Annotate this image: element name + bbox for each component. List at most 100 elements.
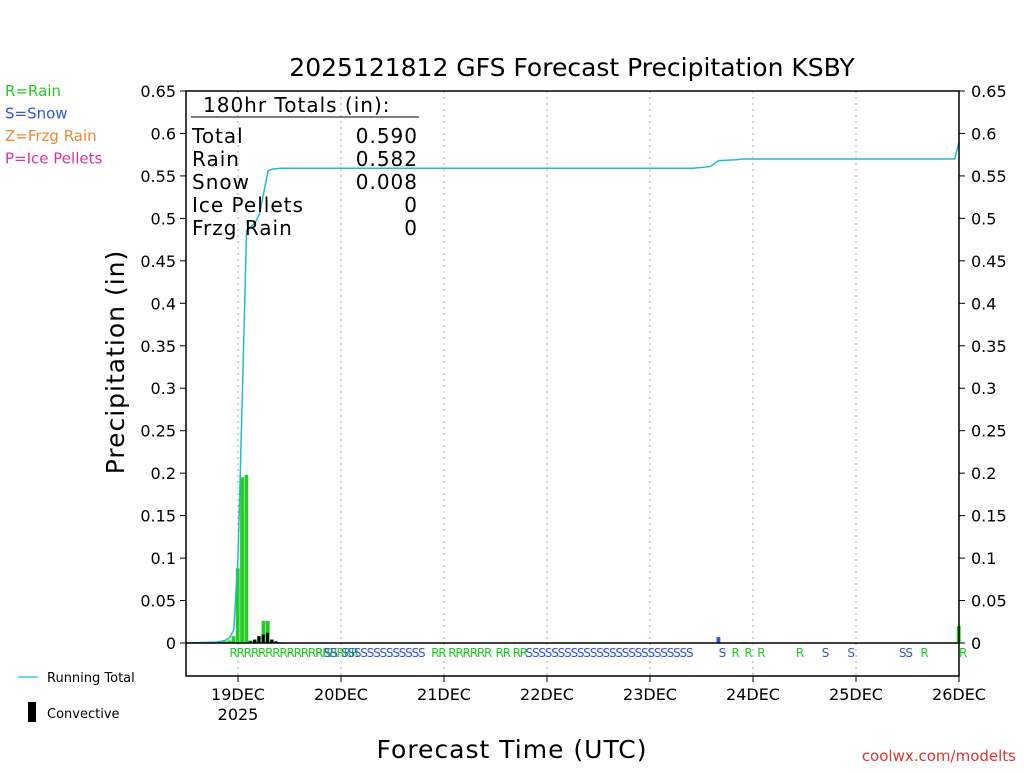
ptype-legend: R=Rain S=Snow Z=Frzg Rain P=Ice Pellets [5,82,102,168]
x-tick-label: 26DEC [932,685,986,704]
y-tick-label-left: 0.3 [151,379,176,398]
ptype-label: R [757,646,765,660]
y-tick-label-left: 0.25 [140,422,176,441]
x-tick-sublabel: 2025 [218,705,259,724]
y-tick-label-right: 0.45 [971,252,1007,271]
ptype-label: R [732,646,740,660]
grid-lines [237,91,857,676]
ptype-label: RR [496,646,511,660]
y-tick-label-right: 0.15 [971,507,1007,526]
totals-row-label: Ice Pellets [192,193,304,217]
ptype-label: S [719,646,726,660]
precip-bar [244,474,249,643]
credit-text: coolwx.com/modelts [862,747,1016,765]
ptype-legend-item: R=Rain [5,82,61,100]
convective-swatch [28,702,36,722]
y-tick-label-right: 0.65 [971,82,1007,101]
precip-bar [231,636,236,643]
ptype-label: R [744,646,752,660]
y-tick-label-left: 0.45 [140,252,176,271]
convective-legend-label: Convective [47,707,120,722]
ptype-label: RR [315,646,330,660]
y-tick-label-left: 0.55 [140,167,176,186]
totals-heading: 180hr Totals (in): [203,93,391,117]
y-tick-label-right: 0 [971,634,981,653]
chart-title: 2025121812 GFS Forecast Precipitation KS… [289,53,855,82]
ptype-label: R [959,646,967,660]
convective-bar [257,636,261,643]
precip-bar [218,641,223,643]
precip-bar [222,641,227,643]
totals-row-value: 0 [404,193,418,217]
totals-row-label: Snow [192,170,250,194]
ptype-label: RR [513,646,528,660]
totals-row-label: Rain [192,147,240,171]
totals-row-value: 0.008 [356,170,418,194]
ptype-label: SS [324,646,337,660]
y-tick-label-left: 0 [166,634,176,653]
convective-bar [248,641,252,643]
y-tick-label-left: 0.35 [140,337,176,356]
precip-bar [240,477,244,643]
ptype-label: RRR [448,646,470,660]
running-total-line-group [185,141,960,644]
ptype-label: RR [431,646,446,660]
running-total-line [185,141,960,644]
totals-row-value: 0 [404,216,418,240]
y-ticks: 0 00.05 0.050.1 0.10.15 0.150.2 0.20.25 0.250.… [140,82,1006,653]
y-tick-label-right: 0.6 [971,124,996,143]
totals-row-label: Total [191,124,244,148]
ptype-label: R [920,646,928,660]
y-tick-label-left: 0.4 [151,294,176,313]
precip-bar [265,620,270,643]
x-tick-label: 19DEC [211,685,265,704]
ptype-label: SSSSSSSSSSSSS [341,646,425,660]
y-tick-label-right: 0.05 [971,592,1007,611]
x-axis-label: Forecast Time (UTC) [377,735,648,764]
precip-bar [227,640,232,643]
y-tick-label-right: 0.2 [971,464,996,483]
x-tick-label: 22DEC [520,685,574,704]
ptype-legend-item: S=Snow [5,105,68,123]
y-tick-label-right: 0.1 [971,549,996,568]
totals-row-label: Frzg Rain [192,216,293,240]
y-tick-label-right: 0.4 [971,294,996,313]
precip-bar [716,637,721,643]
y-tick-label-left: 0.65 [140,82,176,101]
ptype-label: R [796,646,804,660]
ptype-label: SSSSSSSSSSSSSSSSSSSSSSSSSS [526,646,693,660]
ptype-label: S [847,646,854,660]
totals-box: 180hr Totals (in): Total 0.590 Rain 0.582 Sno… [191,93,419,240]
plot-frame [185,90,960,677]
convective-bar [265,632,269,643]
convective-bar [253,639,257,643]
x-tick-label: 20DEC [314,685,368,704]
x-tick-label: 25DEC [829,685,883,704]
axes [185,90,960,677]
y-tick-label-right: 0.5 [971,209,996,228]
y-tick-label-left: 0.1 [151,549,176,568]
x-tick-label: 23DEC [623,685,677,704]
ptype-label: S [822,646,829,660]
series-legend: Running Total Convective [18,671,135,722]
y-tick-label-right: 0.3 [971,379,996,398]
ptype-legend-item: P=Ice Pellets [5,150,102,168]
precip-bars [214,474,961,643]
ptype-label: RRR [470,646,492,660]
convective-bar [274,641,278,643]
convective-bar [261,634,265,643]
totals-row-value: 0.582 [356,147,418,171]
running-total-legend-label: Running Total [47,671,135,686]
y-tick-label-left: 0.2 [151,464,176,483]
y-tick-label-right: 0.55 [971,167,1007,186]
y-tick-label-left: 0.6 [151,124,176,143]
ptype-label: RRRRRRRRRRRRRRRRRR [229,646,358,660]
convective-bars [248,632,278,643]
convective-bar [270,639,274,643]
totals-row-value: 0.590 [356,124,418,148]
y-tick-label-left: 0.15 [140,507,176,526]
ptype-legend-item: Z=Frzg Rain [5,127,97,145]
